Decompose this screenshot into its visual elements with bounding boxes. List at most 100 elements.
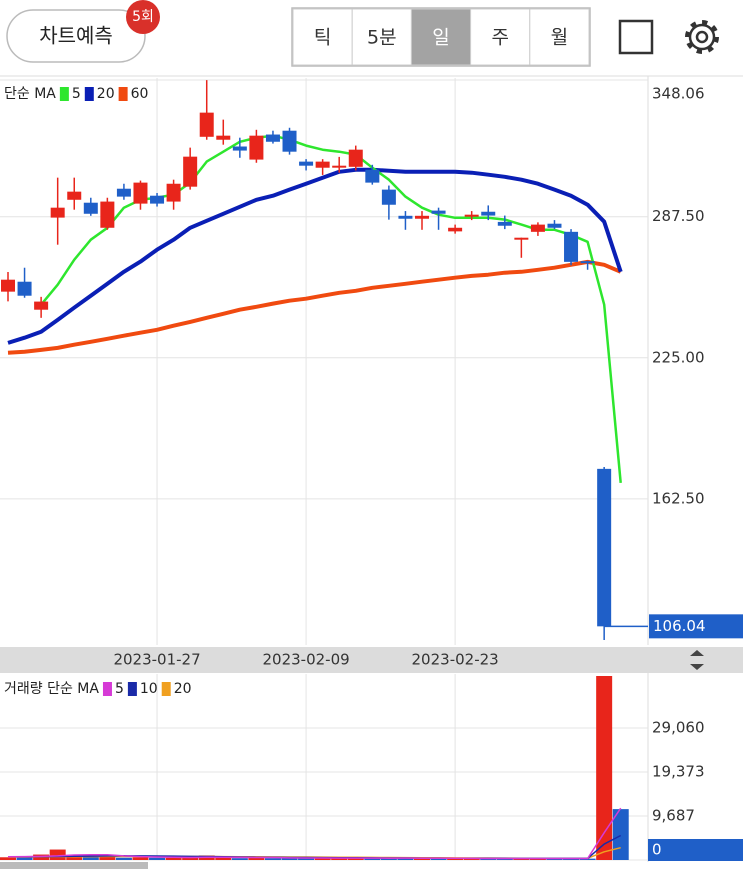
volume-bar — [281, 857, 298, 860]
volume-bar — [264, 858, 281, 860]
candle-body — [597, 468, 612, 627]
volume-bar — [298, 858, 315, 860]
volume-bar — [165, 857, 182, 860]
legend-swatch — [59, 87, 69, 101]
candle-body — [464, 214, 479, 217]
candle-body — [265, 134, 280, 142]
legend-swatch — [84, 87, 94, 101]
candle-body — [299, 161, 314, 166]
candle-body — [398, 215, 413, 219]
badge — [126, 0, 160, 34]
volume-bar — [82, 856, 99, 860]
candle-body — [348, 149, 363, 167]
y-tick-label: 9,687 — [652, 806, 695, 824]
candle-body — [381, 189, 396, 205]
date-bar — [0, 647, 743, 673]
tab-label: 일 — [432, 27, 449, 49]
tab[interactable] — [351, 8, 412, 66]
grid: 2023-01-27 2023-02-09 2023-02-23 162.50 225.… — [0, 78, 743, 861]
tab[interactable] — [529, 8, 590, 66]
candle-body — [50, 207, 65, 218]
volume-bar — [529, 858, 546, 860]
volume-base-box — [648, 839, 743, 861]
candle-body — [34, 301, 49, 310]
volume-bar — [0, 857, 16, 860]
candle-body — [150, 195, 165, 204]
candle-body — [431, 210, 446, 214]
y-tick-label: 348.06 — [652, 85, 705, 103]
y-tick-label: 162.50 — [652, 489, 705, 507]
candle-body — [481, 211, 496, 216]
volume-bar — [496, 858, 513, 860]
tab-label: 틱 — [314, 27, 331, 49]
legend-label: 20 — [174, 681, 192, 697]
candle-body — [282, 130, 297, 152]
volume-bar — [347, 857, 364, 860]
volume-bar — [149, 857, 166, 860]
volume-bar — [314, 858, 331, 860]
legend-swatch — [118, 87, 128, 101]
candle-body — [199, 112, 214, 137]
ma-line — [7, 167, 623, 345]
settings-icon[interactable] — [685, 20, 719, 54]
volume-bar — [397, 858, 414, 860]
candle-body — [166, 183, 181, 202]
x-tick-label: 2023-01-27 — [113, 651, 200, 669]
ma-line — [7, 259, 622, 355]
badge-label: 5회 — [132, 9, 154, 25]
legend-swatch — [127, 682, 137, 696]
volume-bar — [612, 809, 629, 860]
plot: 단순 MA 5 20 60 거래량 단순 MA 5 10 20 106.04 — [0, 80, 743, 860]
volume-bar — [115, 857, 132, 860]
legend-swatch — [161, 682, 171, 696]
volume-bar — [546, 858, 563, 860]
volume-bar — [66, 855, 83, 860]
candle-body — [564, 231, 579, 262]
tab-label: 월 — [551, 27, 568, 49]
layout-icon[interactable] — [618, 19, 654, 55]
candle-body — [315, 161, 330, 168]
y-tick-label: 19,373 — [652, 762, 705, 780]
gear-body — [688, 23, 716, 51]
tab-label: 주 — [491, 27, 508, 49]
y-tick-label: 287.50 — [652, 207, 705, 225]
y-tick-label: 0 — [652, 841, 662, 859]
candle-body — [580, 261, 595, 264]
scrollbar — [0, 862, 148, 869]
tab[interactable] — [470, 8, 531, 66]
predict-label: 차트예측 — [39, 24, 113, 48]
volume-bar — [463, 858, 480, 860]
tab-group: 틱 5분 일 주 월 — [291, 7, 591, 67]
volume-bar — [480, 858, 497, 860]
candle-body — [83, 202, 98, 214]
volume-bar — [182, 857, 199, 860]
volume-bar — [447, 858, 464, 860]
y-tick-label: 225.00 — [652, 348, 705, 366]
candle-body — [547, 223, 562, 228]
predict-button[interactable] — [6, 9, 146, 63]
current-price-label: 106.04 — [653, 617, 706, 635]
gear-hole — [695, 30, 709, 44]
legend-label: 60 — [131, 86, 149, 102]
volume-bar — [16, 856, 33, 860]
legend-label: 10 — [140, 681, 158, 697]
candle-body — [116, 188, 131, 197]
gear-teeth — [685, 20, 719, 54]
resize-handle[interactable] — [690, 650, 704, 670]
volume-bar — [248, 857, 265, 860]
candle-body — [365, 169, 380, 183]
candle-body — [232, 146, 247, 151]
tab[interactable] — [410, 8, 472, 66]
candle-body — [249, 135, 264, 160]
volume-bar — [231, 858, 248, 860]
current-price-box — [649, 614, 743, 639]
x-tick-label: 2023-02-09 — [262, 651, 349, 669]
candle-body — [1, 279, 15, 292]
volume-bar — [331, 858, 348, 860]
volume-bar — [579, 858, 596, 860]
legend-title: 거래량 단순 MA — [4, 681, 99, 697]
legend-swatch — [102, 682, 112, 696]
candle-body — [17, 281, 32, 296]
